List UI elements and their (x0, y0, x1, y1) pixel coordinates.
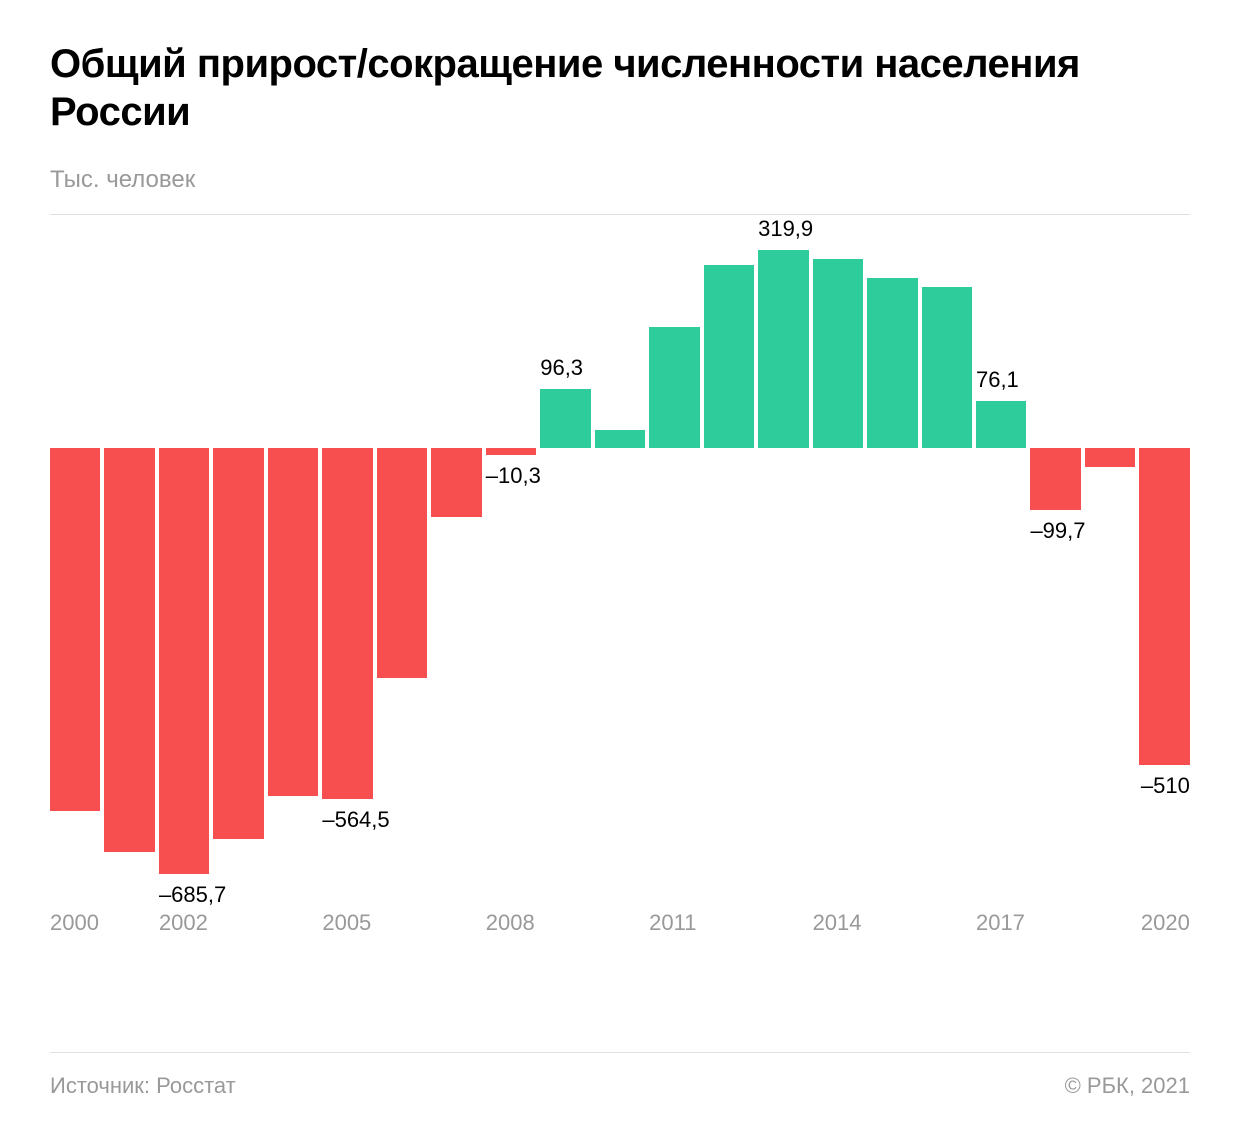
footer-row: Источник: Росстат © РБК, 2021 (50, 1073, 1190, 1099)
x-axis-tick: 2020 (1141, 910, 1190, 935)
bar (595, 430, 645, 449)
x-axis-slot (867, 910, 917, 936)
chart-subtitle: Тыс. человек (50, 166, 1190, 194)
x-axis-slot (213, 910, 263, 936)
x-axis-slot (431, 910, 481, 936)
x-axis-tick: 2002 (159, 910, 208, 935)
bar-slot (104, 225, 154, 895)
chart-area: –685,7–564,5–10,396,3319,976,1–99,7–510 … (50, 225, 1190, 965)
bar (50, 448, 100, 811)
bar-slot (649, 225, 699, 895)
bar (322, 448, 372, 798)
x-axis-slot (595, 910, 645, 936)
bar-slot: 76,1 (976, 225, 1026, 895)
x-axis-slot: 2008 (486, 910, 536, 936)
bar (377, 448, 427, 678)
bar-value-label: –10,3 (486, 463, 541, 489)
bar-slot: –99,7 (1030, 225, 1080, 895)
bar-slot (213, 225, 263, 895)
bar-slot (922, 225, 972, 895)
bar (976, 401, 1026, 448)
x-axis-slot (758, 910, 808, 936)
bar (813, 259, 863, 448)
x-axis-slot: 2020 (1139, 910, 1189, 936)
x-axis-slot (1030, 910, 1080, 936)
x-axis-tick: 2014 (813, 910, 862, 935)
chart-plot: –685,7–564,5–10,396,3319,976,1–99,7–510 (50, 225, 1190, 895)
x-axis-slot (104, 910, 154, 936)
bar-slot: –510 (1139, 225, 1189, 895)
bar-row: –685,7–564,5–10,396,3319,976,1–99,7–510 (50, 225, 1190, 895)
bar-slot (813, 225, 863, 895)
x-axis-tick: 2008 (486, 910, 535, 935)
footer-divider (50, 1052, 1190, 1053)
bar (486, 448, 536, 454)
x-axis-slot (1085, 910, 1135, 936)
bar-slot (867, 225, 917, 895)
x-axis-tick: 2011 (649, 910, 696, 935)
bar-slot (50, 225, 100, 895)
x-axis-tick: 2005 (322, 910, 371, 935)
bar (867, 278, 917, 449)
bar-slot (268, 225, 318, 895)
bar (268, 448, 318, 795)
top-divider (50, 214, 1190, 215)
x-axis-slot (268, 910, 318, 936)
bar-slot (1085, 225, 1135, 895)
bar (1030, 448, 1080, 510)
bar-slot: –564,5 (322, 225, 372, 895)
bar-value-label: 96,3 (540, 355, 583, 381)
bar-slot (704, 225, 754, 895)
x-axis-slot: 2005 (322, 910, 372, 936)
bar (540, 389, 590, 449)
x-axis-slot: 2002 (159, 910, 209, 936)
bar-value-label: 76,1 (976, 367, 1019, 393)
x-axis-slot: 2017 (976, 910, 1026, 936)
copyright-text: © РБК, 2021 (1065, 1073, 1190, 1099)
source-text: Источник: Росстат (50, 1073, 236, 1099)
bar-value-label: –510 (1141, 773, 1190, 799)
bar-slot (595, 225, 645, 895)
chart-footer: Источник: Росстат © РБК, 2021 (50, 1052, 1190, 1099)
bar (1085, 448, 1135, 467)
bar (704, 265, 754, 448)
bar (922, 287, 972, 448)
bar-slot (431, 225, 481, 895)
x-axis-slot: 2000 (50, 910, 100, 936)
chart-container: Общий прирост/сокращение численности нас… (0, 0, 1240, 1134)
bar (104, 448, 154, 851)
bar-value-label: 319,9 (758, 216, 813, 242)
x-axis-slot (540, 910, 590, 936)
x-axis-slot (704, 910, 754, 936)
bar (1139, 448, 1189, 764)
bar-slot: –10,3 (486, 225, 536, 895)
x-axis-slot (377, 910, 427, 936)
bar-slot (377, 225, 427, 895)
x-axis-slot: 2011 (649, 910, 699, 936)
bar (213, 448, 263, 839)
bar (649, 327, 699, 448)
bar (758, 250, 808, 448)
bar-slot: –685,7 (159, 225, 209, 895)
bar-value-label: –99,7 (1030, 518, 1085, 544)
x-axis-slot: 2014 (813, 910, 863, 936)
bar-slot: 319,9 (758, 225, 808, 895)
chart-title: Общий прирост/сокращение численности нас… (50, 40, 1190, 136)
x-axis-tick: 2000 (50, 910, 99, 935)
x-axis: 2000 2002 2005 2008 2011 2014 2017 2020 (50, 910, 1190, 936)
bar-slot: 96,3 (540, 225, 590, 895)
x-axis-tick: 2017 (976, 910, 1025, 935)
bar (159, 448, 209, 873)
x-axis-slot (922, 910, 972, 936)
bar (431, 448, 481, 516)
